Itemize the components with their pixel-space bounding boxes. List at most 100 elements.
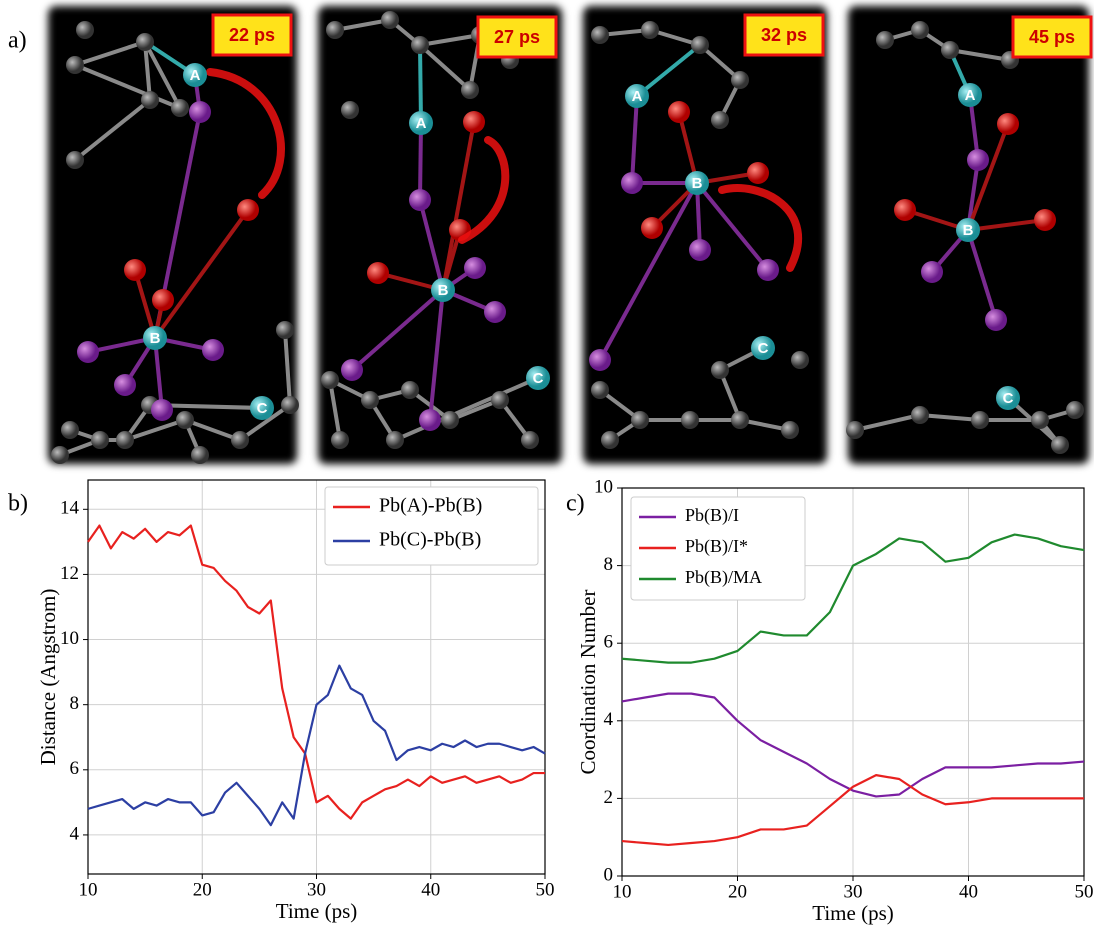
bond: [334, 18, 391, 32]
carbon-atom: [61, 421, 79, 439]
legend-label: Pb(B)/I: [685, 505, 739, 526]
carbon-atom: [641, 21, 659, 39]
carbon-atom: [411, 36, 429, 54]
oxygen-atom: [1034, 209, 1056, 231]
series-line: [621, 692, 1085, 798]
bond: [124, 418, 186, 442]
carbon-atom: [281, 396, 299, 414]
atom-label: A: [632, 88, 643, 105]
carbon-atom: [441, 411, 459, 429]
carbon-atom: [1031, 411, 1049, 429]
bond: [418, 43, 472, 92]
carbon-atom: [711, 361, 729, 379]
carbon-atom: [176, 411, 194, 429]
bond: [441, 121, 476, 291]
bond: [677, 111, 699, 184]
oxygen-atom: [997, 113, 1019, 135]
iodine-atom: [985, 309, 1007, 331]
bond: [630, 95, 639, 184]
bond: [418, 44, 423, 124]
legend-label: Pb(B)/MA: [685, 567, 762, 588]
oxygen-atom: [237, 199, 259, 221]
carbon-atom: [321, 371, 339, 389]
bond: [143, 41, 182, 109]
bond: [428, 289, 445, 421]
carbon-atom: [401, 381, 419, 399]
y-tick-label: 8: [604, 554, 614, 575]
bond: [184, 418, 241, 442]
x-tick-label: 10: [79, 879, 98, 900]
plot-frame: [621, 487, 1085, 877]
carbon-atom: [971, 411, 989, 429]
iodine-atom: [409, 189, 431, 211]
iodine-atom: [967, 149, 989, 171]
atom-label: A: [965, 87, 976, 104]
bond: [328, 379, 342, 441]
lead-atom: [996, 386, 1020, 410]
carbon-atom: [521, 431, 539, 449]
series-line: [621, 774, 1084, 847]
carbon-atom: [381, 11, 399, 29]
y-axis-label: Distance (Angstrom): [36, 589, 60, 766]
carbon-atom: [941, 41, 959, 59]
x-tick-label: 40: [421, 879, 440, 900]
lead-atom: [956, 218, 980, 242]
bond: [143, 41, 152, 101]
carbon-atom: [461, 81, 479, 99]
iodine-atom: [757, 259, 779, 281]
bond: [966, 123, 1010, 231]
bond: [238, 403, 292, 442]
carbon-atom: [491, 391, 509, 409]
time-badge: [211, 13, 293, 57]
snapshot: A B C 22 ps: [48, 6, 299, 464]
carbon-atom: [911, 406, 929, 424]
oxygen-atom: [124, 259, 146, 281]
carbon-atom: [846, 421, 864, 439]
lead-atom: [183, 63, 207, 87]
bond: [418, 199, 445, 291]
series-line: [621, 533, 1085, 664]
y-axis-label: Coordination Number: [576, 590, 600, 775]
carbon-atom: [876, 31, 894, 49]
time-label: 22 ps: [229, 25, 275, 45]
carbon-atom: [1066, 401, 1084, 419]
lead-atom: [526, 366, 550, 390]
lead-atom: [409, 111, 433, 135]
carbon-atom: [171, 99, 189, 117]
oxygen-atom: [668, 101, 690, 123]
y-tick-label: 10: [60, 628, 79, 649]
lead-atom: [143, 326, 167, 350]
bond: [967, 218, 1046, 232]
carbon-atom: [781, 421, 799, 439]
y-tick-label: 6: [70, 758, 80, 779]
carbon-atom: [116, 431, 134, 449]
x-tick-label: 20: [193, 879, 212, 900]
bond: [153, 208, 250, 340]
carbon-atom: [141, 91, 159, 109]
snapshot-background: [48, 6, 297, 464]
time-badge: [1011, 15, 1093, 59]
legend-label: Pb(B)/I*: [685, 536, 748, 557]
oxygen-atom: [641, 217, 663, 239]
iodine-atom: [114, 374, 136, 396]
y-tick-label: 4: [70, 823, 80, 844]
snapshot: A B C 27 ps: [318, 6, 562, 464]
time-badge: [743, 13, 825, 57]
snapshot: A B C 32 ps: [583, 6, 827, 464]
bond: [73, 98, 152, 162]
atom-label: C: [257, 400, 268, 417]
carbon-atom: [711, 111, 729, 129]
series-line: [87, 524, 545, 820]
bond: [598, 182, 699, 361]
x-tick-label: 20: [728, 881, 747, 902]
carbon-atom: [601, 431, 619, 449]
carbon-atom: [326, 21, 344, 39]
y-tick-label: 8: [70, 693, 80, 714]
iodine-atom: [77, 341, 99, 363]
legend-label: Pb(A)-Pb(B): [379, 495, 482, 517]
plot-frame: [87, 479, 546, 875]
oxygen-atom: [747, 162, 769, 184]
bond: [419, 33, 481, 47]
y-tick-label: 2: [604, 787, 614, 808]
bond: [74, 63, 181, 110]
